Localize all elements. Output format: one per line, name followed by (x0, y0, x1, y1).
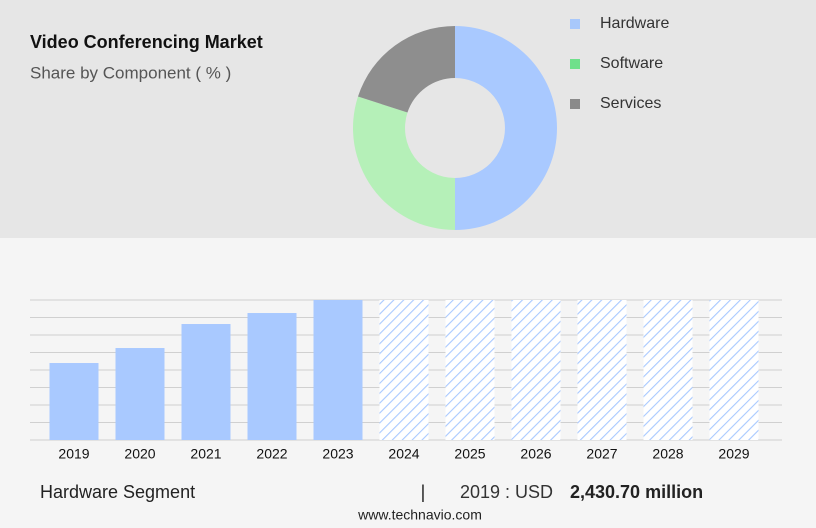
donut-slice (353, 96, 455, 230)
forecast-placeholder (643, 300, 693, 440)
legend-label: Hardware (600, 15, 669, 32)
bar (247, 313, 297, 440)
x-tick-label: 2023 (322, 446, 353, 462)
legend-swatch (570, 19, 580, 29)
legend-label: Software (600, 55, 663, 72)
x-tick-label: 2026 (520, 446, 551, 462)
forecast-placeholder (709, 300, 759, 440)
forecast-placeholder (577, 300, 627, 440)
x-tick-label: 2028 (652, 446, 683, 462)
legend-swatch (570, 99, 580, 109)
chart-title: Video Conferencing Market (30, 32, 263, 52)
legend-swatch (570, 59, 580, 69)
bar (181, 324, 231, 440)
donut-slice (455, 26, 557, 230)
x-tick-label: 2025 (454, 446, 485, 462)
x-tick-label: 2020 (124, 446, 155, 462)
x-tick-label: 2022 (256, 446, 287, 462)
highlight-label: 2019 : USD (460, 482, 553, 502)
bar (313, 300, 363, 440)
x-tick-label: 2024 (388, 446, 419, 462)
bar (115, 348, 165, 440)
x-tick-label: 2029 (718, 446, 749, 462)
x-tick-label: 2021 (190, 446, 221, 462)
legend-label: Services (600, 95, 661, 112)
x-tick-label: 2027 (586, 446, 617, 462)
segment-label: Hardware Segment (40, 482, 195, 502)
x-tick-label: 2019 (58, 446, 89, 462)
highlight-value: 2,430.70 million (570, 482, 703, 502)
bar (49, 363, 99, 440)
donut-slice (357, 26, 455, 113)
forecast-placeholder (445, 300, 495, 440)
forecast-placeholder (379, 300, 429, 440)
divider: | (421, 482, 426, 502)
source: www.technavio.com (357, 507, 482, 523)
chart-subtitle: Share by Component ( % ) (30, 63, 231, 82)
forecast-placeholder (511, 300, 561, 440)
